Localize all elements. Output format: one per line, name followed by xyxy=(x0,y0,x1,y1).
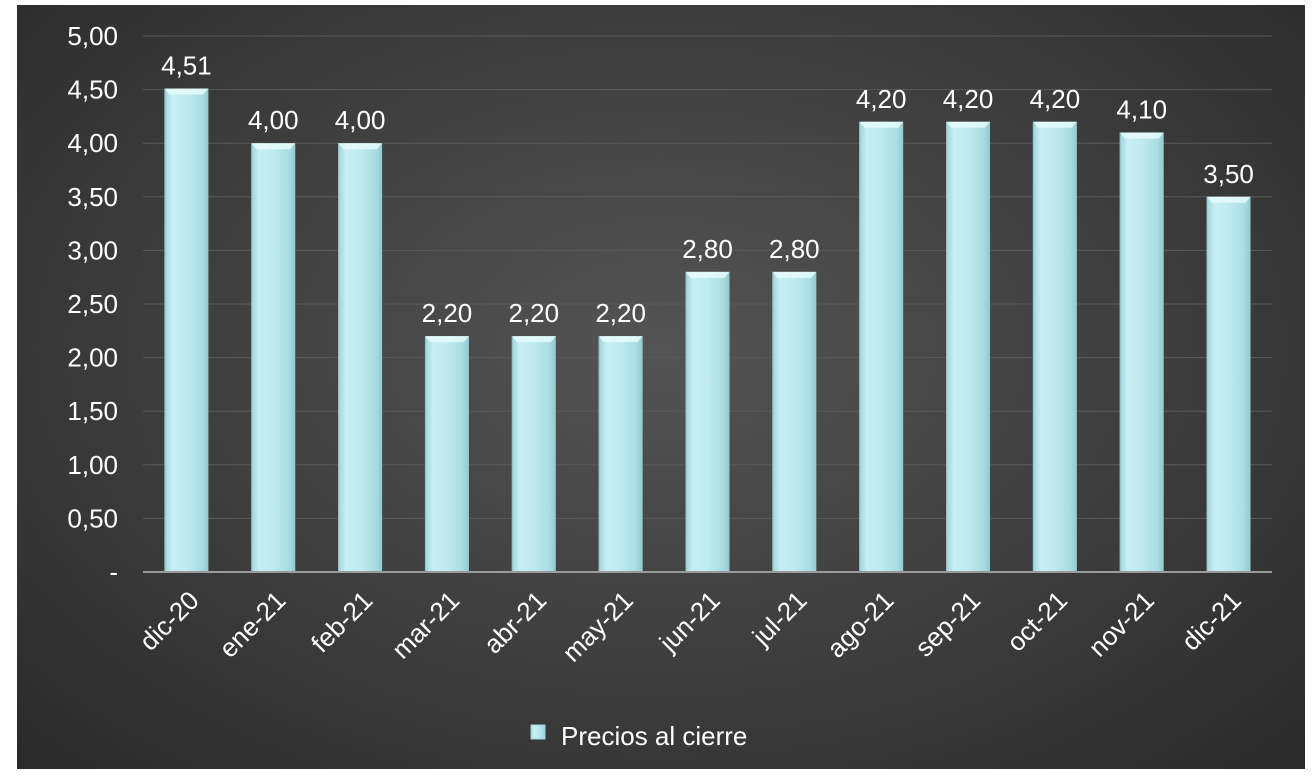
bar-group xyxy=(251,143,296,572)
x-tick-label: oct-21 xyxy=(1001,585,1073,657)
bar-bevel xyxy=(338,143,383,150)
data-label: 4,20 xyxy=(943,84,994,114)
bar xyxy=(1032,121,1077,572)
x-axis: dic-20 ene-21 feb-21 mar-21 abr-21 may-21 jun-… xyxy=(133,571,1272,668)
data-label: 4,51 xyxy=(161,51,212,81)
bar xyxy=(1119,132,1164,572)
y-tick-label: 0,50 xyxy=(67,503,118,533)
bar-bevel xyxy=(685,271,730,278)
data-label: 2,80 xyxy=(682,234,733,264)
bar-bevel xyxy=(598,336,643,343)
y-tick-label: - xyxy=(109,557,118,587)
bars xyxy=(164,88,1251,573)
bar xyxy=(511,336,556,572)
bar xyxy=(1206,196,1251,573)
x-tick-label: jun-21 xyxy=(653,585,726,658)
bar-group xyxy=(511,336,556,572)
bar xyxy=(598,336,643,572)
data-label: 4,20 xyxy=(856,84,907,114)
y-tick-label: 5,00 xyxy=(67,21,118,51)
bar xyxy=(251,143,296,572)
bar xyxy=(946,121,991,572)
bar-group xyxy=(424,336,469,572)
data-label: 2,20 xyxy=(595,298,646,328)
bar-bevel xyxy=(946,121,991,128)
bar-group xyxy=(946,121,991,572)
bar-chart: dic-20 ene-21 feb-21 mar-21 abr-21 may-21 jun-… xyxy=(67,21,1272,751)
x-tick-label: mar-21 xyxy=(386,585,465,664)
y-tick-label: 4,00 xyxy=(67,128,118,158)
bar-bevel xyxy=(424,336,469,343)
y-tick-label: 3,50 xyxy=(67,182,118,212)
data-label: 2,20 xyxy=(422,298,473,328)
data-label: 4,00 xyxy=(248,105,299,135)
bar-bevel xyxy=(859,121,904,128)
y-axis: - 0,50 1,00 1,50 2,00 2,50 3,00 3,50 4,00 4,50 5,0… xyxy=(67,21,118,587)
data-label: 4,20 xyxy=(1030,84,1081,114)
bar-group xyxy=(772,271,817,572)
y-tick-label: 2,50 xyxy=(67,289,118,319)
bar-group xyxy=(164,88,209,572)
x-tick-label: dic-20 xyxy=(133,585,204,656)
bar-group xyxy=(598,336,643,572)
legend-label: Precios al cierre xyxy=(561,721,747,751)
y-tick-label: 1,50 xyxy=(67,396,118,426)
bar xyxy=(424,336,469,572)
y-tick-label: 4,50 xyxy=(67,75,118,105)
bar xyxy=(685,271,730,572)
bar-bevel xyxy=(772,271,817,278)
y-tick-label: 3,00 xyxy=(67,235,118,265)
data-labels: 4,51 4,00 4,00 2,20 2,20 2,20 2,80 2,80 4,20 4,20… xyxy=(161,51,1254,329)
bar xyxy=(164,88,209,572)
data-label: 4,00 xyxy=(335,105,386,135)
x-tick-label: feb-21 xyxy=(305,585,378,658)
x-tick-label: sep-21 xyxy=(909,585,986,662)
chart-area: dic-20 ene-21 feb-21 mar-21 abr-21 may-21 jun-… xyxy=(17,5,1305,769)
x-tick-label: abr-21 xyxy=(478,585,552,659)
bar-bevel xyxy=(251,143,296,150)
data-label: 2,80 xyxy=(769,234,820,264)
y-tick-label: 2,00 xyxy=(67,343,118,373)
bar-bevel xyxy=(1206,196,1251,203)
bar-bevel xyxy=(164,88,209,95)
bar-group xyxy=(859,121,904,572)
bar-group xyxy=(1206,196,1251,573)
bar-bevel xyxy=(511,336,556,343)
data-label: 3,50 xyxy=(1203,159,1254,189)
bar-group xyxy=(1119,132,1164,572)
legend: Precios al cierre xyxy=(530,721,747,751)
bar xyxy=(859,121,904,572)
bar-bevel xyxy=(1119,132,1164,139)
bar-group xyxy=(1032,121,1077,572)
x-tick-label: ene-21 xyxy=(213,585,291,663)
bar-group xyxy=(685,271,730,572)
legend-swatch xyxy=(530,724,546,740)
x-tick-label: may-21 xyxy=(556,585,639,668)
x-tick-label: jul-21 xyxy=(746,585,813,652)
data-label: 2,20 xyxy=(509,298,560,328)
bar xyxy=(772,271,817,572)
bar-group xyxy=(338,143,383,572)
x-tick-label: ago-21 xyxy=(821,585,899,663)
x-tick-label: nov-21 xyxy=(1083,585,1160,662)
x-tick-label: dic-21 xyxy=(1176,585,1247,656)
bar-bevel xyxy=(1032,121,1077,128)
y-tick-label: 1,00 xyxy=(67,450,118,480)
bar xyxy=(338,143,383,572)
data-label: 4,10 xyxy=(1116,94,1167,124)
